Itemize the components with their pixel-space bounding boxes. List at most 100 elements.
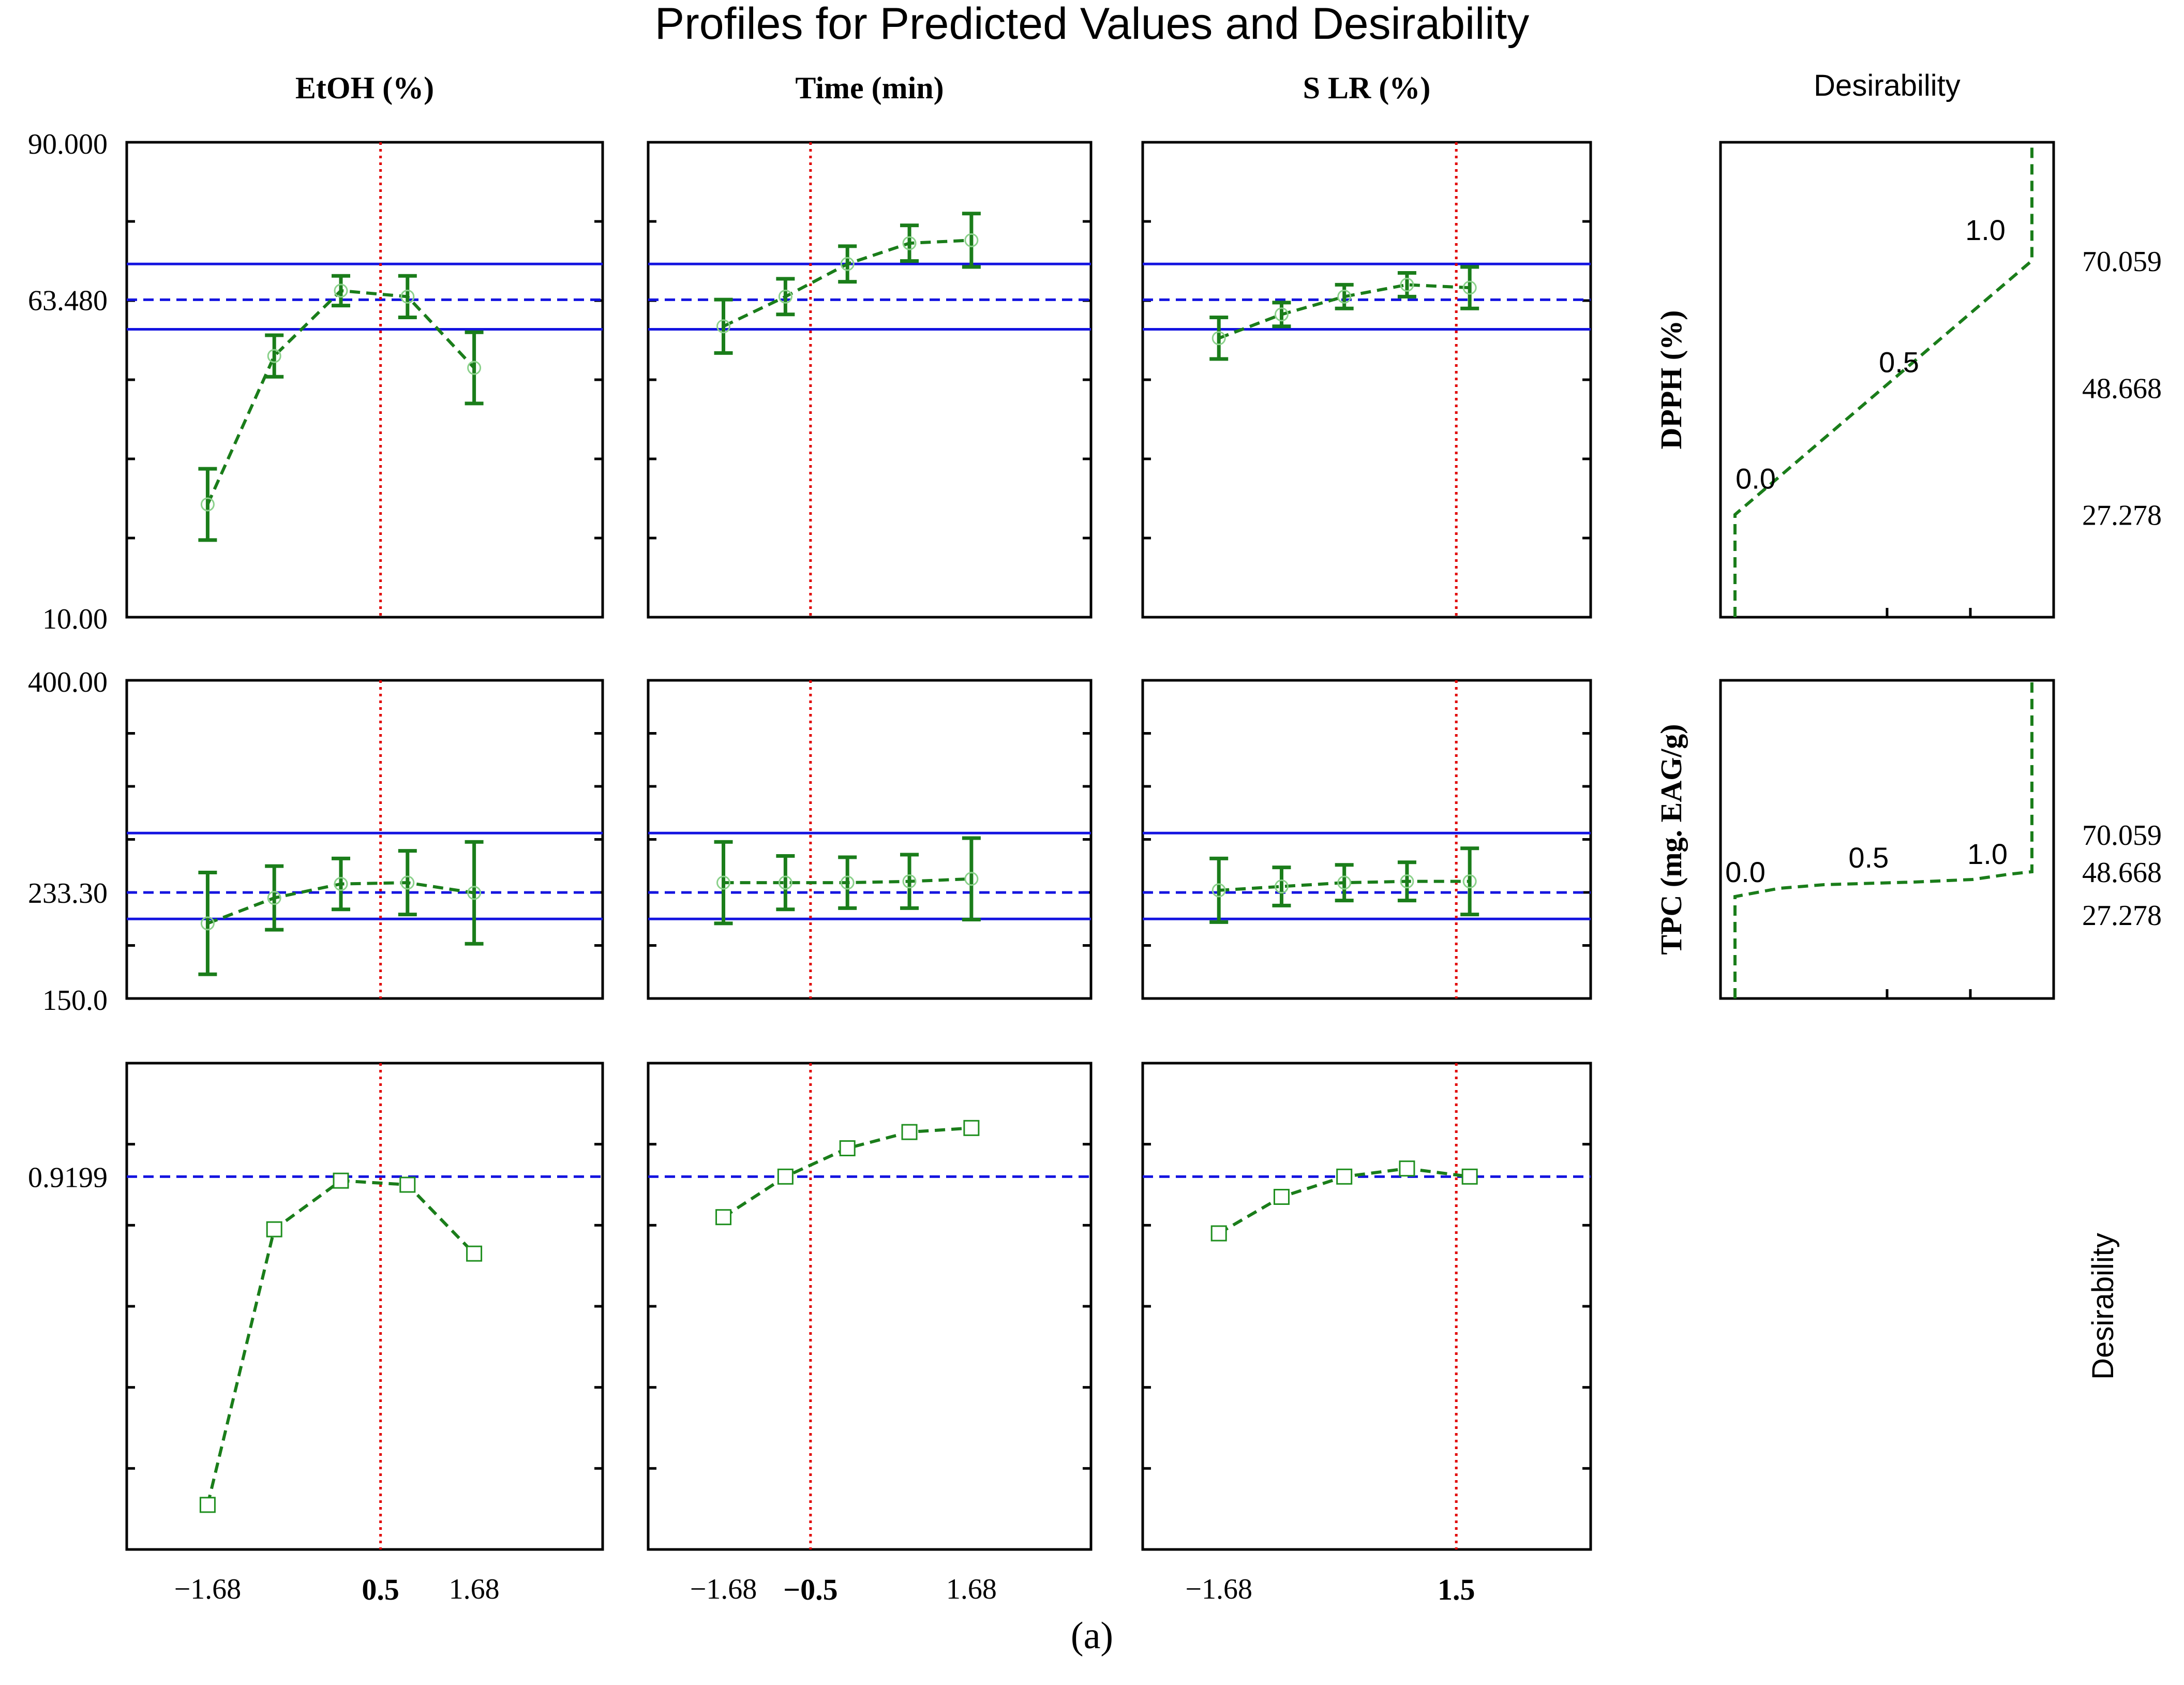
- profile-panel: [1141, 1062, 1592, 1551]
- x-tick-label: 1.68: [449, 1573, 500, 1605]
- y-tick-label-mid: 63.480: [28, 285, 108, 317]
- column-header: S LR (%): [1303, 71, 1431, 105]
- data-point: [266, 1221, 282, 1237]
- x-current-label: −0.5: [783, 1573, 838, 1606]
- data-point: [1273, 1189, 1290, 1205]
- data-point: [1399, 1160, 1415, 1177]
- desirability-tick-label: 48.668: [2082, 372, 2162, 405]
- data-point: [840, 257, 855, 271]
- panel-frame: [1141, 141, 1592, 619]
- data-point: [840, 875, 855, 890]
- response-axis-label: TPC (mg. EAG/g): [1654, 724, 1688, 955]
- y-tick-label-top: 400.00: [28, 666, 108, 698]
- desirability-tick-label: 48.668: [2082, 857, 2162, 889]
- desirability-curve: [1733, 142, 2033, 617]
- y-tick-label-mid: 233.30: [28, 877, 108, 909]
- data-point: [1337, 289, 1352, 304]
- data-point: [467, 361, 482, 375]
- desirability-level-label: 0.0: [1736, 463, 1776, 495]
- y-tick-label-mid: 0.9199: [28, 1161, 108, 1194]
- profile-panel: [1141, 141, 1592, 619]
- data-point: [267, 891, 281, 905]
- column-header: EtOH (%): [295, 71, 434, 105]
- data-point: [1211, 883, 1226, 898]
- data-point: [778, 289, 792, 304]
- data-point: [200, 916, 215, 931]
- data-point: [400, 289, 415, 304]
- data-point: [466, 1245, 483, 1262]
- desirability-tick-label: 70.059: [2082, 819, 2162, 852]
- profile-panel: [1141, 679, 1592, 1000]
- desirability-header: Desirability: [1814, 69, 1961, 102]
- x-tick-label: −1.68: [174, 1573, 242, 1605]
- x-current-label: 1.5: [1438, 1573, 1475, 1606]
- y-tick-label-bottom: 150.0: [42, 985, 108, 1017]
- desirability-tick-label: 70.059: [2082, 246, 2162, 278]
- profile-panel: [125, 679, 604, 1000]
- figure-title: Profiles for Predicted Values and Desira…: [655, 0, 1530, 49]
- data-point: [1211, 331, 1226, 346]
- panel-frame: [647, 141, 1093, 619]
- desirability-level-label: 0.5: [1879, 346, 1919, 378]
- data-point: [399, 1176, 416, 1193]
- panel-frame: [647, 1062, 1093, 1551]
- data-point: [267, 349, 281, 363]
- data-point: [716, 875, 731, 890]
- profile-line: [206, 289, 475, 505]
- desirability-level-label: 0.0: [1725, 856, 1766, 888]
- data-point: [1400, 874, 1414, 889]
- x-tick-label: −1.68: [1185, 1573, 1252, 1605]
- figure-caption: (a): [1070, 1615, 1114, 1657]
- x-current-label: 0.5: [362, 1573, 399, 1606]
- desirability-level-label: 1.0: [1965, 214, 2006, 246]
- data-point: [902, 874, 917, 889]
- desirability-panel: [1719, 141, 2055, 619]
- desirability-level-label: 0.5: [1848, 841, 1889, 874]
- profile-line: [206, 1179, 475, 1505]
- profile-panel: [125, 141, 604, 619]
- data-point: [839, 1140, 856, 1156]
- panel-frame: [1141, 1062, 1592, 1551]
- data-point: [1337, 875, 1352, 890]
- desirability-curve: [1733, 680, 2033, 998]
- panel-frame: [125, 1062, 604, 1551]
- desirability-panel: [1719, 679, 2055, 1000]
- desirability-tick-label: 27.278: [2082, 900, 2162, 932]
- profile-panel: [647, 679, 1093, 1000]
- response-axis-label: DPPH (%): [1654, 310, 1688, 450]
- data-point: [333, 1172, 349, 1189]
- column-header: Time (min): [795, 71, 944, 105]
- data-point: [200, 497, 215, 512]
- x-tick-label: 1.68: [946, 1573, 997, 1605]
- data-point: [1400, 277, 1414, 292]
- panel-frame: [125, 141, 604, 619]
- desirability-axis-label: Desirability: [2086, 1233, 2120, 1380]
- data-point: [902, 236, 917, 250]
- data-point: [777, 1168, 794, 1185]
- x-tick-label: −1.68: [690, 1573, 757, 1605]
- data-point: [1274, 307, 1289, 322]
- data-point: [963, 1120, 980, 1136]
- profile-panel: [125, 1062, 604, 1551]
- data-point: [467, 886, 482, 900]
- data-point: [1274, 879, 1289, 894]
- profile-panel: [647, 1062, 1093, 1551]
- data-point: [1462, 874, 1477, 889]
- data-point: [716, 319, 731, 334]
- data-point: [1336, 1168, 1353, 1185]
- panel-frame: [125, 679, 604, 1000]
- profile-panel: [647, 141, 1093, 619]
- data-point: [964, 872, 979, 886]
- data-point: [334, 877, 348, 891]
- data-point: [715, 1209, 732, 1226]
- data-point: [1461, 1168, 1478, 1185]
- data-point: [334, 284, 348, 298]
- panel-frame: [647, 679, 1093, 1000]
- desirability-level-label: 1.0: [1967, 838, 2008, 870]
- plots-layer: EtOH (%) Time (min) S LR (%) Desirability 90…: [28, 69, 2162, 1606]
- y-tick-label-bottom: 10.00: [42, 603, 108, 635]
- desirability-tick-label: 27.278: [2082, 500, 2162, 532]
- data-point: [400, 875, 415, 890]
- data-point: [901, 1124, 918, 1140]
